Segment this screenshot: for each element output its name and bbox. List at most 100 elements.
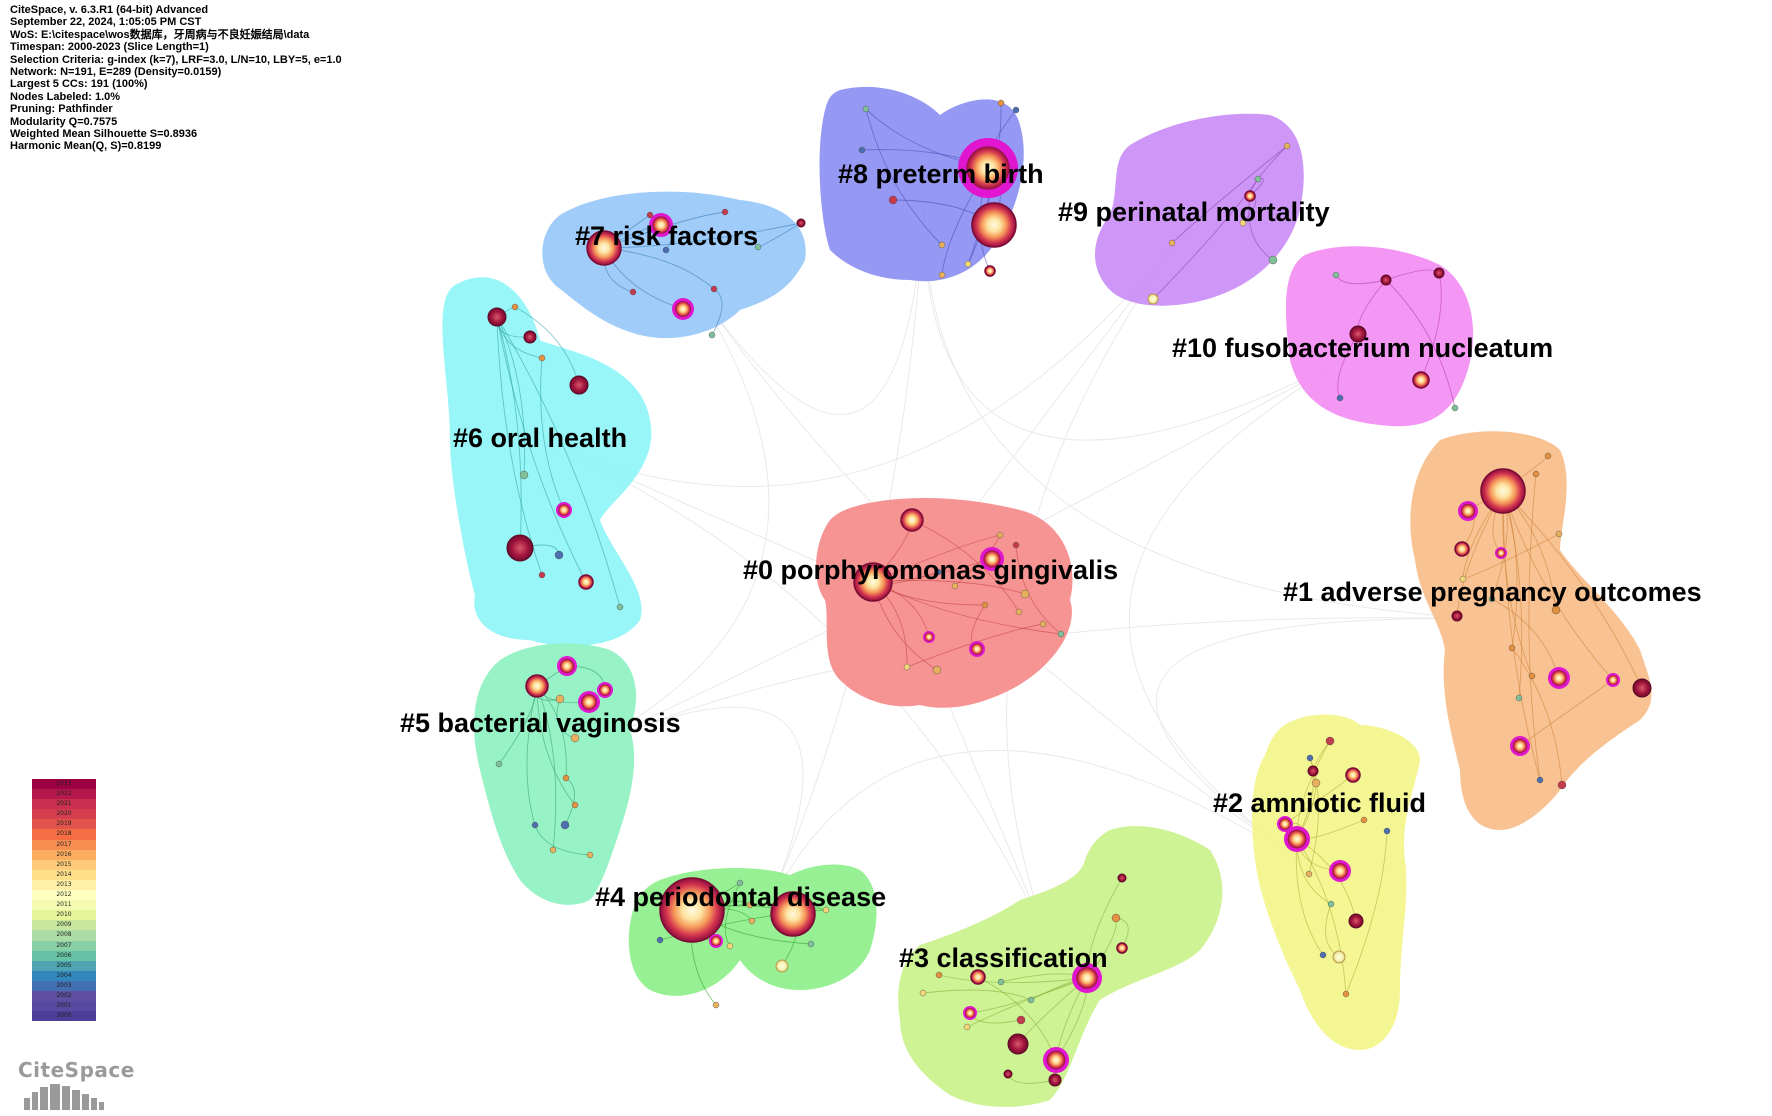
citation-node[interactable] [1072,963,1102,993]
citation-node[interactable] [1380,274,1392,286]
citation-node[interactable] [1307,765,1319,777]
citation-node[interactable] [597,682,613,698]
citation-node[interactable] [963,1006,977,1020]
citation-node[interactable] [951,582,959,590]
citation-node[interactable] [1480,468,1526,514]
citation-node[interactable] [1495,547,1507,559]
citation-node[interactable] [1332,271,1340,279]
citation-node[interactable] [984,265,996,277]
citation-node[interactable] [1244,190,1256,202]
citation-node[interactable] [525,674,549,698]
citation-node[interactable] [649,213,673,237]
citation-node[interactable] [853,562,893,602]
citation-node[interactable] [1360,816,1368,824]
citation-node[interactable] [964,260,972,268]
citation-node[interactable] [1551,605,1561,615]
citation-node[interactable] [900,508,924,532]
citation-node[interactable] [1268,255,1278,265]
citation-node[interactable] [919,989,927,997]
citation-node[interactable] [1433,267,1445,279]
citation-node[interactable] [1515,694,1523,702]
citation-node[interactable] [1488,595,1496,603]
citation-node[interactable] [616,603,624,611]
citation-node[interactable] [586,230,622,266]
citation-node[interactable] [1329,860,1351,882]
citation-node[interactable] [1015,608,1023,616]
citation-node[interactable] [578,574,594,590]
citation-node[interactable] [1057,630,1065,638]
citation-node[interactable] [1012,541,1020,549]
citation-node[interactable] [934,568,942,576]
citation-node[interactable] [523,330,537,344]
citation-node[interactable] [511,303,519,311]
citation-node[interactable] [646,211,654,219]
citation-node[interactable] [1048,1073,1062,1087]
citation-node[interactable] [775,959,789,973]
citation-node[interactable] [746,901,754,909]
citation-node[interactable] [1557,780,1567,790]
citation-node[interactable] [971,202,1017,248]
citation-node[interactable] [938,271,946,279]
citation-node[interactable] [1336,394,1344,402]
citation-node[interactable] [1306,754,1314,762]
citation-node[interactable] [938,241,946,249]
citation-node[interactable] [996,531,1004,539]
citation-node[interactable] [1284,826,1310,852]
citation-node[interactable] [1348,913,1364,929]
citation-node[interactable] [796,218,806,228]
citation-node[interactable] [1116,942,1128,954]
citation-node[interactable] [807,940,815,948]
citation-node[interactable] [923,631,935,643]
citation-node[interactable] [1327,900,1335,908]
citation-node[interactable] [557,656,577,676]
citation-node[interactable] [1349,325,1367,343]
citation-node[interactable] [1319,951,1327,959]
citation-node[interactable] [1345,767,1361,783]
citation-node[interactable] [656,936,664,944]
citation-node[interactable] [506,534,534,562]
citation-node[interactable] [662,246,670,254]
citation-node[interactable] [888,195,898,205]
citation-node[interactable] [1632,678,1652,698]
citation-node[interactable] [1311,778,1321,788]
citation-node[interactable] [980,547,1004,571]
citation-node[interactable] [487,307,507,327]
citation-node[interactable] [822,906,830,914]
citation-node[interactable] [1508,644,1516,652]
citation-node[interactable] [708,331,716,339]
citation-node[interactable] [672,298,694,320]
citation-node[interactable] [554,550,564,560]
citation-node[interactable] [770,891,816,937]
citation-node[interactable] [549,846,557,854]
citation-node[interactable] [1332,950,1346,964]
citation-node[interactable] [1383,827,1391,835]
citation-node[interactable] [1003,1069,1013,1079]
citation-node[interactable] [538,571,546,579]
citation-node[interactable] [1555,530,1563,538]
citation-node[interactable] [903,663,911,671]
citation-node[interactable] [963,1023,971,1031]
citation-node[interactable] [1459,575,1467,583]
citation-node[interactable] [1325,736,1335,746]
citation-node[interactable] [531,821,539,829]
citation-node[interactable] [1536,776,1544,784]
citation-node[interactable] [556,502,572,518]
citation-node[interactable] [1548,667,1570,689]
citation-node[interactable] [1147,293,1159,305]
citation-node[interactable] [1544,452,1552,460]
citation-node[interactable] [1239,219,1247,227]
citation-node[interactable] [748,917,756,925]
citation-node[interactable] [538,354,546,362]
citation-node[interactable] [1412,371,1430,389]
citation-node[interactable] [969,641,985,657]
citation-node[interactable] [1283,142,1291,150]
citation-node[interactable] [629,288,637,296]
citation-node[interactable] [578,691,600,713]
citation-node[interactable] [519,470,529,480]
citation-node[interactable] [1043,1047,1069,1073]
citation-node[interactable] [495,760,503,768]
citation-node[interactable] [1451,404,1459,412]
citation-node[interactable] [754,243,762,251]
citation-node[interactable] [862,105,870,113]
citation-node[interactable] [1454,541,1470,557]
